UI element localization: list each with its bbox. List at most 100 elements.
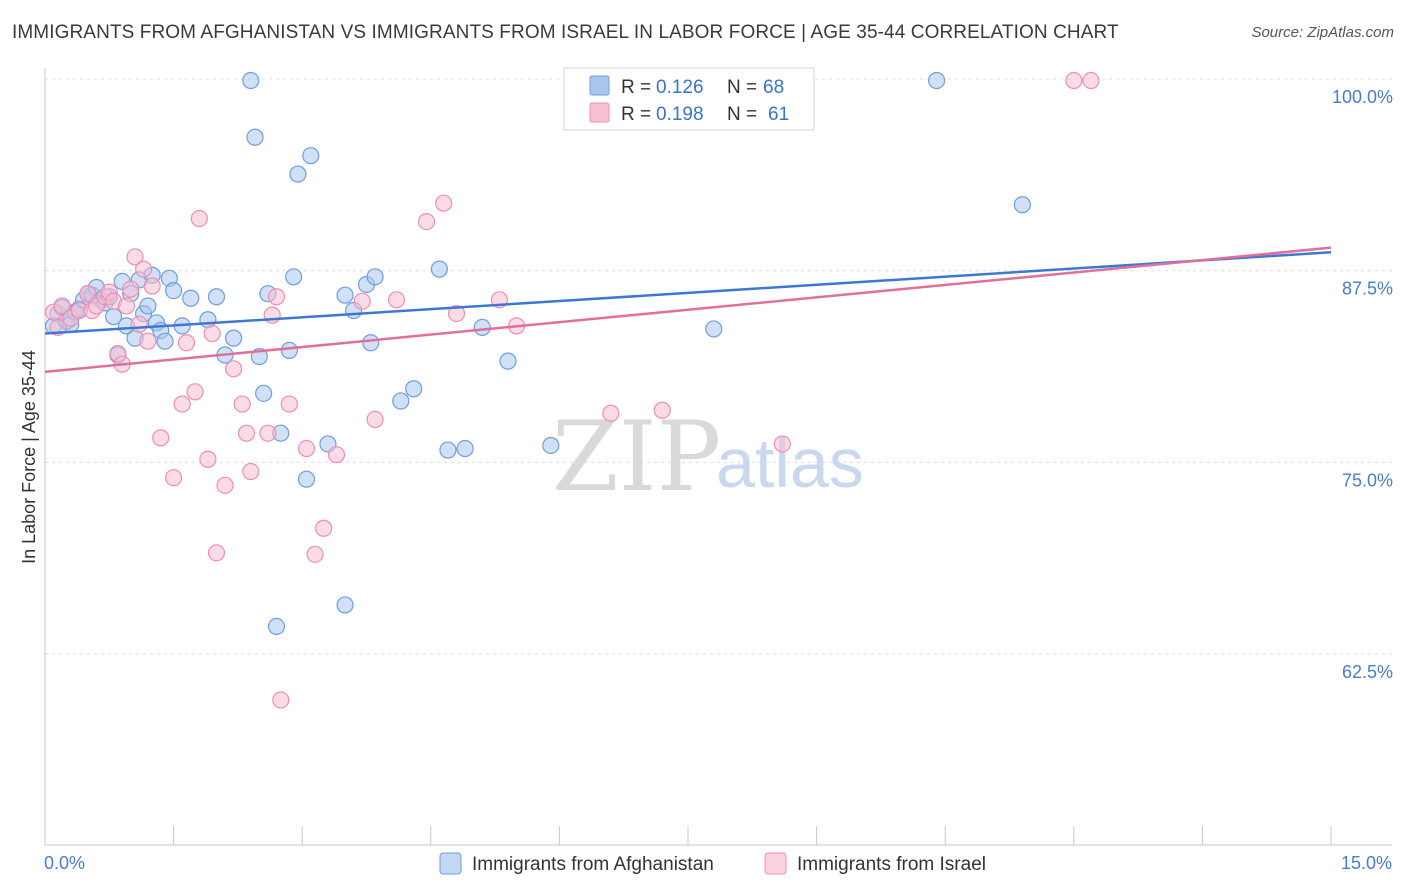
data-point [392, 392, 410, 410]
y-axis-title: In Labor Force | Age 35-44 [19, 350, 39, 564]
y-tick-label: 75.0% [1342, 470, 1393, 490]
data-point [417, 213, 436, 231]
data-point [267, 288, 286, 306]
data-point [280, 395, 298, 413]
bottom-legend-label-afghanistan: Immigrants from Afghanistan [472, 854, 714, 875]
legend-swatch-afghanistan [589, 75, 610, 96]
data-point [53, 297, 71, 315]
data-point [773, 435, 791, 453]
data-point [199, 450, 217, 468]
data-point [190, 209, 208, 228]
legend-n-label-afghanistan: N = [727, 77, 757, 98]
watermark-atlas: atlas [716, 424, 864, 502]
data-point [315, 519, 333, 537]
data-point [280, 341, 298, 359]
data-point [255, 384, 273, 402]
data-point [207, 288, 226, 306]
legend-r-value-israel: 0.198 [656, 104, 704, 125]
legend-r-value-afghanistan: 0.126 [656, 77, 704, 98]
data-point [182, 289, 200, 307]
data-point [143, 277, 161, 295]
series-israel-points [44, 71, 1100, 709]
data-point [602, 404, 620, 422]
data-point [297, 439, 316, 458]
data-point [246, 128, 264, 146]
data-point [152, 429, 170, 447]
data-point [126, 248, 144, 266]
data-point [705, 320, 723, 338]
data-point [353, 292, 371, 310]
data-point [499, 352, 517, 370]
data-point [447, 305, 466, 323]
data-point [1065, 71, 1083, 90]
data-point [139, 297, 157, 315]
series-afghanistan-points [44, 71, 1031, 636]
data-point [435, 194, 453, 212]
data-point [165, 469, 183, 487]
data-point [79, 285, 97, 303]
data-point [139, 332, 157, 350]
data-point [405, 380, 423, 398]
data-point [542, 436, 560, 455]
data-point [186, 383, 204, 401]
watermark-zip: ZIP [552, 401, 721, 513]
data-point [327, 446, 346, 464]
x-tick-label-max: 15.0% [1341, 853, 1392, 873]
bottom-legend-swatch-afghanistan [439, 852, 462, 875]
data-point [297, 470, 316, 488]
data-point [177, 334, 196, 352]
data-point [285, 268, 303, 286]
data-point [173, 395, 191, 413]
legend-n-value-israel: 61 [768, 104, 789, 125]
data-point [233, 395, 251, 413]
data-point [130, 315, 148, 333]
data-point [134, 260, 153, 278]
legend-n-label-israel: N = [727, 104, 757, 125]
legend-r-label-israel: R = [621, 104, 651, 125]
legend-n-value-afghanistan: 68 [763, 77, 784, 98]
legend-box: R = 0.126 N = 68 R = 0.198 N = 61 [563, 67, 815, 131]
axes [44, 68, 1392, 846]
data-point [306, 545, 324, 563]
data-point [165, 282, 183, 300]
data-point [336, 286, 354, 304]
legend-r-label-afghanistan: R = [621, 77, 651, 98]
chart-title: IMMIGRANTS FROM AFGHANISTAN VS IMMIGRANT… [12, 22, 1119, 43]
data-point [439, 441, 457, 459]
bottom-legend: Immigrants from Afghanistan Immigrants f… [439, 852, 986, 875]
data-point [122, 280, 140, 298]
data-point [242, 71, 260, 90]
y-tick-label: 62.5% [1342, 662, 1393, 682]
data-point [203, 324, 221, 343]
data-point [653, 401, 671, 419]
gridlines [45, 78, 1392, 655]
data-point [272, 691, 290, 709]
data-point [928, 71, 946, 90]
data-point [1013, 196, 1031, 214]
y-tick-labels: 62.5% 75.0% 87.5% 100.0% [1332, 87, 1393, 682]
data-point [1082, 71, 1100, 90]
data-point [216, 476, 234, 494]
data-point [366, 410, 384, 428]
trend-line-afghanistan [44, 251, 1332, 335]
trend-lines [44, 246, 1332, 374]
data-point [156, 332, 174, 350]
y-tick-label: 100.0% [1332, 87, 1393, 107]
data-point [225, 329, 243, 347]
data-point [362, 334, 380, 352]
data-point [242, 462, 260, 481]
bottom-legend-label-israel: Immigrants from Israel [797, 854, 986, 875]
x-ticks [173, 826, 1332, 845]
source-credit: Source: ZipAtlas.com [1251, 24, 1394, 41]
data-point [259, 424, 277, 442]
data-point [207, 544, 226, 562]
data-point [336, 596, 354, 614]
trend-line-israel [44, 246, 1332, 374]
data-point [387, 291, 406, 309]
y-tick-label: 87.5% [1342, 279, 1393, 299]
data-point [302, 147, 320, 165]
data-point [225, 360, 243, 378]
data-point [117, 297, 136, 315]
data-point [237, 424, 256, 442]
